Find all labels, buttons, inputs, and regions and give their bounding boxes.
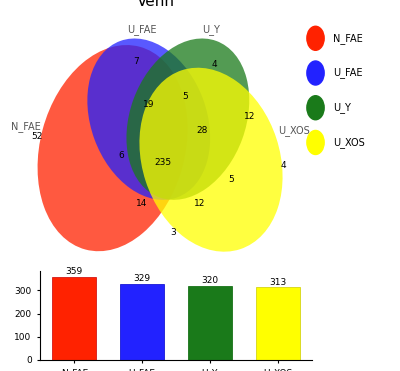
Bar [120,284,164,360]
Text: 320: 320 [201,276,218,285]
Text: 4: 4 [211,60,217,69]
Text: 28: 28 [197,126,208,135]
Text: 4: 4 [280,161,286,170]
Text: 235: 235 [155,158,172,167]
Circle shape [307,26,324,50]
Ellipse shape [87,39,210,200]
Text: U_XOS: U_XOS [278,125,309,136]
Ellipse shape [140,68,282,252]
Text: N_FAE: N_FAE [11,121,40,132]
Text: 329: 329 [134,274,151,283]
Text: 5: 5 [228,175,234,184]
Bar [188,286,232,360]
Bar [52,277,96,360]
Circle shape [307,131,324,154]
Text: 3: 3 [170,227,176,237]
Text: U_Y: U_Y [202,24,220,35]
Text: 12: 12 [244,112,256,121]
Text: 19: 19 [143,100,154,109]
Text: U_FAE: U_FAE [333,68,362,78]
Text: U_XOS: U_XOS [333,137,364,148]
Ellipse shape [126,39,249,200]
Text: 5: 5 [182,92,188,101]
Title: Venn: Venn [137,0,175,9]
Text: 14: 14 [136,198,147,208]
Text: 12: 12 [194,198,205,208]
Text: 52: 52 [32,132,43,141]
Text: 313: 313 [269,278,286,287]
Bar [256,288,300,360]
Text: 7: 7 [133,57,139,66]
Circle shape [307,96,324,120]
Ellipse shape [38,45,188,251]
Text: U_FAE: U_FAE [127,24,156,35]
Text: 6: 6 [118,151,124,160]
Text: 359: 359 [66,267,83,276]
Text: U_Y: U_Y [333,102,351,113]
Text: N_FAE: N_FAE [333,33,362,44]
Circle shape [307,61,324,85]
